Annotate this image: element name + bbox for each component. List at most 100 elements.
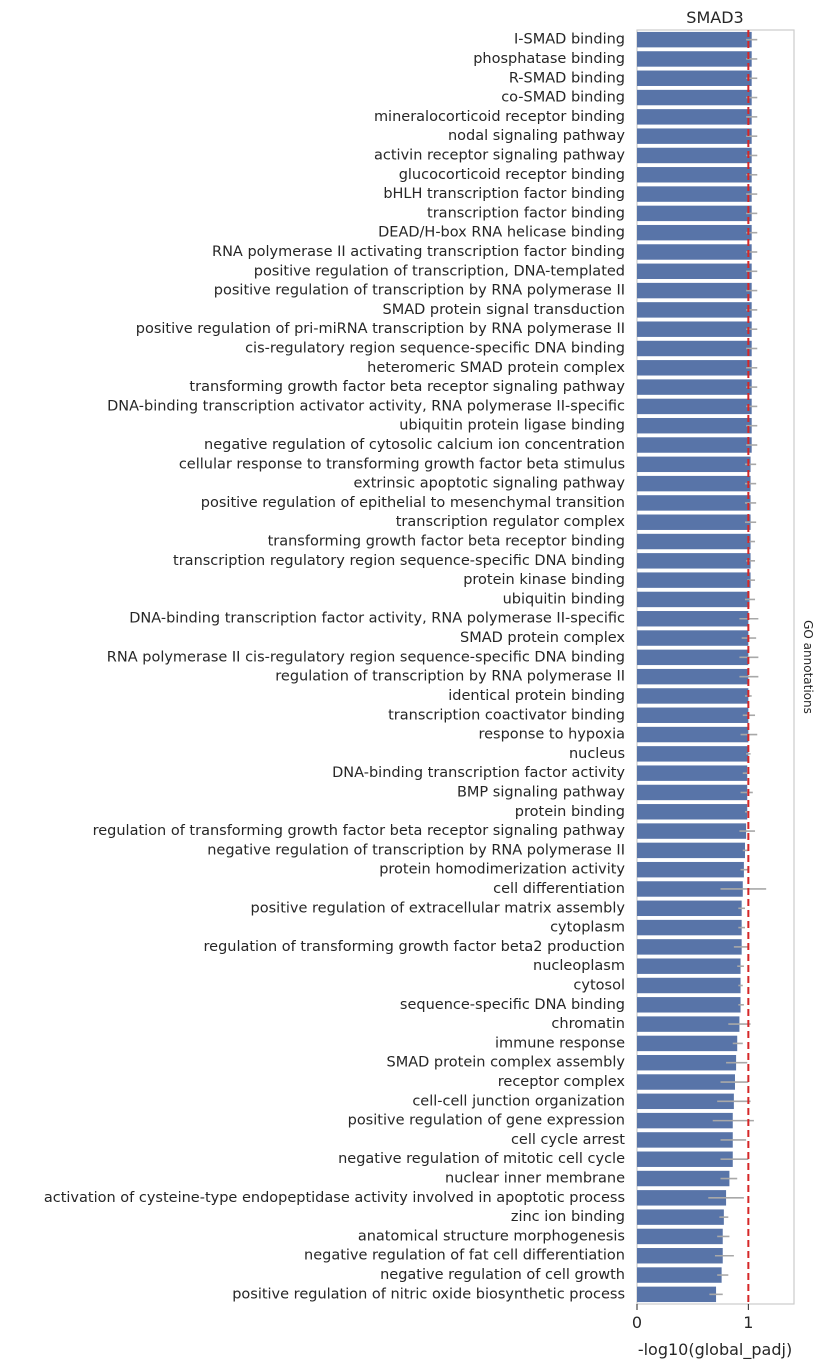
bar: [637, 746, 749, 762]
category-label: activin receptor signaling pathway: [374, 147, 625, 163]
category-label: transcription regulatory region sequence…: [173, 553, 625, 569]
category-label: ubiquitin protein ligase binding: [399, 418, 625, 434]
category-label: negative regulation of fat cell differen…: [304, 1248, 625, 1264]
bar: [637, 128, 752, 144]
bars-group: [637, 31, 752, 1303]
bar: [637, 89, 752, 106]
category-label: SMAD protein complex: [460, 630, 625, 646]
category-label: activation of cysteine-type endopeptidas…: [44, 1190, 625, 1206]
bar: [637, 533, 751, 550]
category-label: heteromeric SMAD protein complex: [367, 360, 625, 376]
bar: [637, 823, 747, 839]
category-label: negative regulation of transcription by …: [207, 842, 625, 858]
category-label: positive regulation of gene expression: [348, 1113, 625, 1129]
category-label: cell differentiation: [493, 881, 625, 897]
category-label: cellular response to transforming growth…: [179, 456, 625, 472]
bar: [637, 726, 749, 743]
category-label: ubiquitin binding: [503, 591, 625, 607]
bar: [637, 707, 749, 723]
category-label: positive regulation of epithelial to mes…: [201, 495, 625, 511]
bar: [637, 321, 752, 337]
category-label: transcription factor binding: [427, 205, 625, 221]
category-label: cytosol: [573, 978, 625, 994]
category-label: regulation of transforming growth factor…: [204, 939, 626, 955]
bar: [637, 186, 752, 202]
bar: [637, 282, 752, 299]
bar: [637, 861, 744, 878]
category-label: DNA-binding transcription factor activit…: [129, 611, 625, 627]
bar: [637, 939, 742, 955]
category-label: negative regulation of cell growth: [380, 1267, 625, 1283]
category-label: I-SMAD binding: [514, 32, 625, 48]
bar: [637, 417, 752, 434]
bar: [637, 437, 752, 453]
category-label: extrinsic apoptotic signaling pathway: [353, 476, 625, 492]
category-label: bHLH transcription factor binding: [383, 186, 625, 202]
category-label: cis-regulatory region sequence-specific …: [245, 341, 625, 357]
bar: [637, 591, 750, 608]
category-label: nucleoplasm: [533, 958, 625, 974]
bar: [637, 958, 741, 974]
bar: [637, 1035, 738, 1052]
category-label: positive regulation of transcription by …: [214, 283, 625, 299]
bar: [637, 360, 752, 376]
bar: [637, 244, 752, 260]
bar: [637, 649, 749, 666]
category-label: receptor complex: [498, 1074, 626, 1090]
bar: [637, 630, 749, 646]
bar: [637, 302, 752, 318]
bar: [637, 919, 742, 936]
category-label: negative regulation of mitotic cell cycl…: [338, 1151, 625, 1167]
bar: [637, 1132, 733, 1148]
category-label: DEAD/H-box RNA helicase binding: [378, 225, 625, 241]
bar: [637, 900, 742, 917]
x-tick-label: 0: [632, 1313, 642, 1332]
category-label: positive regulation of pri-miRNA transcr…: [136, 321, 625, 337]
chart-title: SMAD3: [686, 8, 743, 27]
category-label: negative regulation of cytosolic calcium…: [204, 437, 625, 453]
right-axis-label: GO annotations: [801, 620, 815, 714]
bar: [637, 167, 752, 183]
bar: [637, 1228, 723, 1245]
category-label: protein kinase binding: [463, 572, 625, 588]
category-label: nodal signaling pathway: [448, 128, 625, 144]
bar: [637, 109, 752, 125]
bar: [637, 1248, 723, 1264]
category-label: co-SMAD binding: [501, 90, 625, 106]
bar: [637, 688, 749, 704]
category-label: transcription coactivator binding: [388, 707, 625, 723]
bar: [637, 224, 752, 241]
bar: [637, 977, 741, 994]
bar: [637, 514, 751, 530]
category-label: immune response: [495, 1035, 625, 1051]
bar: [637, 1209, 724, 1225]
category-label: R-SMAD binding: [509, 70, 625, 86]
bar: [637, 1093, 734, 1110]
bar: [637, 495, 751, 511]
category-label: chromatin: [551, 1016, 625, 1032]
category-label: regulation of transforming growth factor…: [93, 823, 626, 839]
category-label: transcription regulator complex: [396, 514, 626, 530]
bar: [637, 1074, 735, 1090]
bar: [637, 1151, 733, 1167]
category-label: cytoplasm: [550, 920, 625, 936]
bar: [637, 205, 752, 222]
bar: [637, 1016, 740, 1032]
bar: [637, 1286, 717, 1303]
bar: [637, 804, 748, 820]
category-label: identical protein binding: [448, 688, 625, 704]
category-label: response to hypoxia: [478, 727, 625, 743]
bar: [637, 51, 752, 67]
bar: [637, 1170, 730, 1187]
bar: [637, 456, 751, 473]
category-label: BMP signaling pathway: [457, 784, 625, 800]
bar: [637, 340, 752, 357]
bar: [637, 70, 752, 86]
bar: [637, 475, 751, 492]
bar: [637, 881, 743, 897]
bar: [637, 765, 748, 781]
category-label: anatomical structure morphogenesis: [358, 1228, 625, 1244]
bar: [637, 31, 752, 48]
x-tick-label: 1: [743, 1313, 753, 1332]
